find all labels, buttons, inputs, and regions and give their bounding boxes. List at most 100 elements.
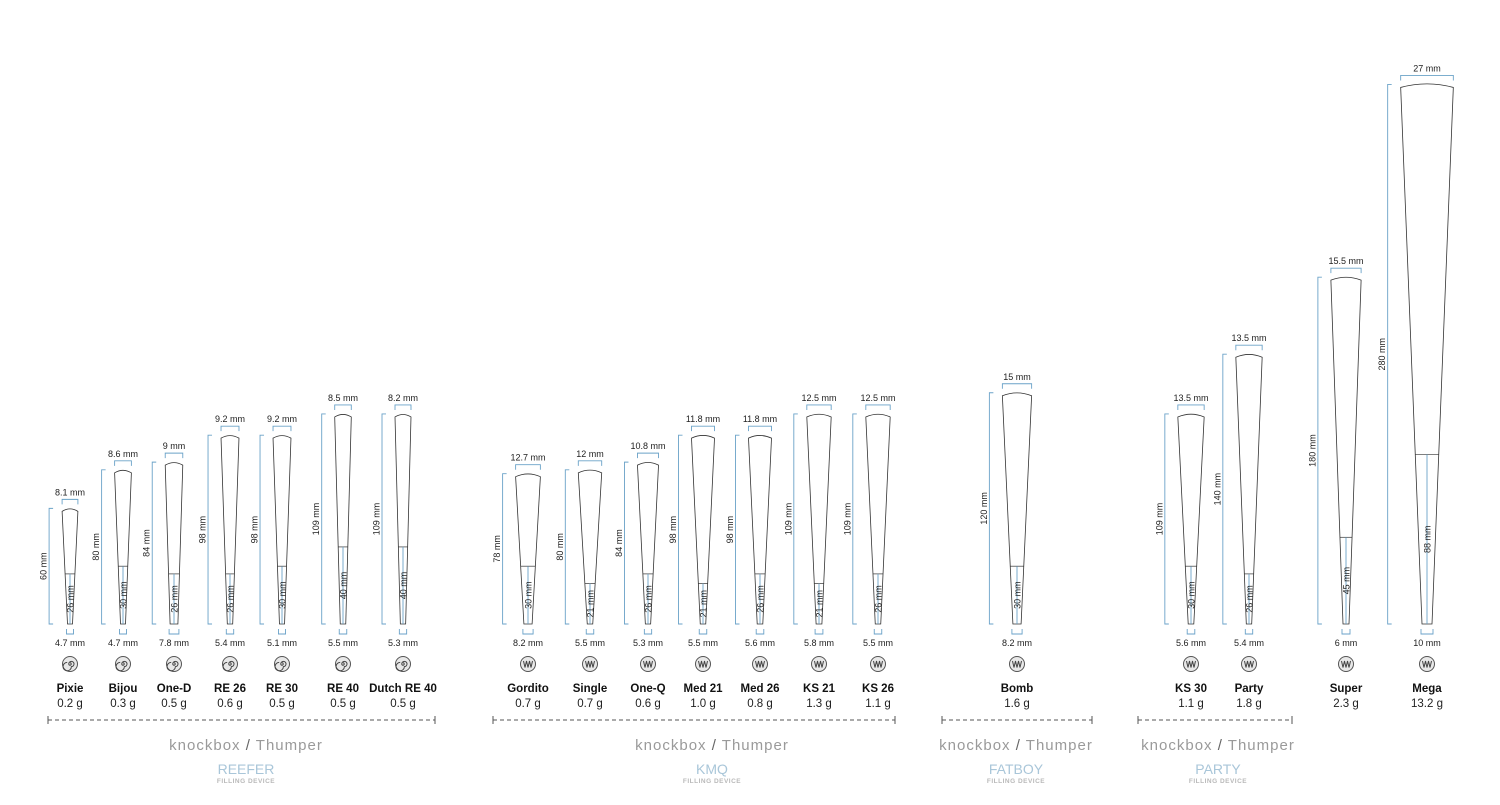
length-label: 180 mm bbox=[1307, 434, 1317, 467]
spiral-icon bbox=[115, 656, 131, 672]
top-width-label: 11.8 mm bbox=[743, 414, 777, 424]
group-name: REEFER bbox=[218, 761, 275, 777]
cone-party: 26 mm 140 mm 13.5 mm 5.4 mm Party 1.8 g bbox=[1212, 333, 1266, 710]
brand-name-2: Thumper bbox=[1021, 737, 1093, 754]
length-dimension bbox=[101, 469, 106, 625]
tip-width-dimension bbox=[755, 629, 765, 635]
zigzag-icon bbox=[1009, 656, 1025, 672]
group-subtitle: FILLING DEVICE bbox=[683, 778, 741, 785]
top-width-label: 8.6 mm bbox=[108, 449, 138, 459]
spiral-icon bbox=[274, 656, 290, 672]
tip-width-dimension bbox=[338, 629, 348, 635]
brand-name-2: Thumper bbox=[251, 737, 323, 754]
tip-width-label: 6 mm bbox=[1335, 638, 1358, 648]
filter-length-label: 26 mm bbox=[756, 585, 766, 613]
tip-width-dimension bbox=[585, 629, 595, 635]
cone-outline bbox=[1001, 392, 1033, 625]
top-width-label: 13.5 mm bbox=[1173, 393, 1208, 403]
zigzag-icon bbox=[752, 656, 768, 672]
tip-width-dimension bbox=[168, 629, 180, 635]
tip-width-dimension bbox=[278, 629, 286, 635]
cone-outline bbox=[691, 435, 715, 625]
length-dimension bbox=[1317, 276, 1322, 625]
cone-weight: 0.5 g bbox=[161, 698, 187, 710]
cone-weight: 13.2 g bbox=[1411, 698, 1443, 710]
length-dimension bbox=[793, 413, 798, 625]
tip-width-label: 5.8 mm bbox=[804, 638, 834, 648]
zigzag-icon bbox=[811, 656, 827, 672]
cone-weight: 0.3 g bbox=[110, 698, 136, 710]
spiral-icon bbox=[222, 656, 238, 672]
top-width-dimension bbox=[1001, 383, 1033, 389]
cone-outline bbox=[394, 414, 412, 625]
tip-width-dimension bbox=[873, 629, 883, 635]
cone-pixie: 26 mm 60 mm 8.1 mm 4.7 mm Pixie 0.2 g bbox=[39, 487, 85, 710]
tip-width-dimension bbox=[643, 629, 653, 635]
length-label: 109 mm bbox=[842, 503, 852, 536]
zigzag-icon bbox=[1183, 656, 1199, 672]
brand-name-2: Thumper bbox=[1223, 737, 1295, 754]
cone-re-40: 40 mm 109 mm 8.5 mm 5.5 mm RE 40 0.5 g bbox=[311, 393, 359, 710]
tip-width-dimension bbox=[698, 629, 708, 635]
tip-width-label: 7.8 mm bbox=[159, 638, 189, 648]
filter-length-label: 30 mm bbox=[278, 581, 288, 609]
length-label: 80 mm bbox=[91, 533, 101, 561]
zigzag-icon bbox=[1338, 656, 1354, 672]
cone-outline bbox=[1177, 413, 1205, 625]
zigzag-icon bbox=[640, 656, 656, 672]
cone-weight: 0.2 g bbox=[57, 698, 83, 710]
cone-weight: 1.3 g bbox=[806, 698, 832, 710]
zigzag-icon bbox=[520, 656, 536, 672]
tip-width-dimension bbox=[398, 629, 408, 635]
brand-name: knockbox bbox=[169, 737, 246, 754]
group-subtitle: FILLING DEVICE bbox=[217, 778, 275, 785]
cone-weight: 1.8 g bbox=[1236, 698, 1262, 710]
tip-width-dimension bbox=[1244, 629, 1254, 635]
top-width-label: 11.8 mm bbox=[686, 414, 720, 424]
cone-weight: 0.6 g bbox=[217, 698, 243, 710]
cone-name: Med 26 bbox=[741, 683, 780, 695]
length-dimension bbox=[852, 413, 857, 625]
group-party: 30 mm 109 mm 13.5 mm 5.6 mm KS 30 1.1 g 26 mm 1… bbox=[1137, 333, 1295, 785]
brand-label: knockbox / Thumper bbox=[1141, 737, 1295, 754]
top-width-dimension bbox=[1177, 404, 1205, 410]
tip-width-dimension bbox=[225, 629, 235, 635]
cone-outline bbox=[637, 462, 659, 625]
spiral-icon bbox=[335, 656, 351, 672]
cone-outline bbox=[865, 413, 891, 625]
tip-width-label: 5.3 mm bbox=[633, 638, 663, 648]
top-width-label: 12 mm bbox=[576, 449, 604, 459]
zigzag-icon bbox=[870, 656, 886, 672]
tip-width-label: 5.5 mm bbox=[575, 638, 605, 648]
cone-outline bbox=[806, 413, 832, 625]
cone-ks-30: 30 mm 109 mm 13.5 mm 5.6 mm KS 30 1.1 g bbox=[1154, 393, 1208, 710]
tip-width-label: 5.5 mm bbox=[328, 638, 358, 648]
group-name: KMQ bbox=[696, 761, 728, 777]
length-label: 78 mm bbox=[492, 535, 502, 563]
length-dimension bbox=[321, 413, 326, 625]
top-width-label: 8.1 mm bbox=[55, 487, 85, 497]
cone-name: One-Q bbox=[630, 683, 665, 695]
filter-length-label: 30 mm bbox=[1187, 581, 1197, 609]
cone-single: 21 mm 80 mm 12 mm 5.5 mm Single 0.7 g bbox=[555, 449, 607, 710]
top-width-dimension bbox=[1235, 344, 1263, 351]
length-dimension bbox=[1222, 353, 1227, 625]
cone-med-26: 26 mm 98 mm 11.8 mm 5.6 mm Med 26 0.8 g bbox=[725, 414, 780, 710]
cone-one-d: 26 mm 84 mm 9 mm 7.8 mm One-D 0.5 g bbox=[142, 441, 192, 710]
cone-weight: 1.1 g bbox=[1178, 698, 1204, 710]
tip-width-label: 5.5 mm bbox=[863, 638, 893, 648]
cone-outline bbox=[515, 473, 541, 625]
cone-ks-26: 26 mm 109 mm 12.5 mm 5.5 mm KS 26 1.1 g bbox=[842, 393, 895, 710]
cone-one-q: 26 mm 84 mm 10.8 mm 5.3 mm One-Q 0.6 g bbox=[614, 441, 666, 710]
filter-length-label: 30 mm bbox=[1013, 581, 1023, 609]
top-width-label: 8.5 mm bbox=[328, 393, 358, 403]
tip-width-label: 5.5 mm bbox=[688, 638, 718, 648]
cone-weight: 0.5 g bbox=[390, 698, 416, 710]
length-dimension bbox=[1164, 413, 1169, 625]
length-label: 98 mm bbox=[725, 516, 735, 544]
cone-outline bbox=[577, 469, 603, 625]
tip-width-label: 10 mm bbox=[1413, 638, 1441, 648]
top-width-dimension bbox=[806, 404, 832, 410]
